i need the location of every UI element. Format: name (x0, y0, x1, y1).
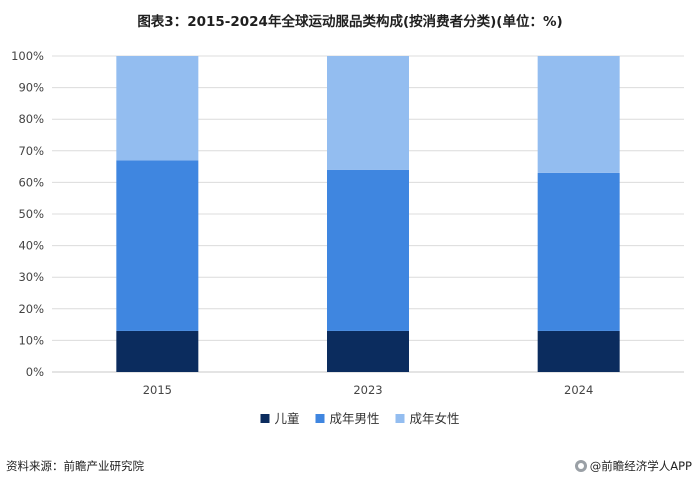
y-tick-label: 80% (18, 112, 44, 126)
x-tick-label: 2023 (353, 383, 382, 397)
y-tick-label: 40% (18, 239, 44, 253)
x-tick-label: 2024 (564, 383, 593, 397)
bar-segment (327, 56, 409, 170)
bar-segment (537, 56, 620, 173)
y-tick-label: 60% (18, 175, 44, 189)
legend-swatch (260, 414, 270, 423)
y-axis-ticks: 0% 10% 20% 30% 40% 50% 60% 70% 80% 90% 100% (11, 49, 44, 379)
y-tick-label: 90% (18, 81, 44, 95)
y-tick-label: 30% (18, 270, 44, 284)
legend-label: 成年男性 (330, 411, 380, 426)
bar-segment (537, 172, 620, 331)
y-tick-label: 20% (18, 302, 44, 316)
bar-segment (537, 330, 620, 372)
brand-logo-icon (574, 460, 587, 472)
bar-segment (116, 160, 199, 331)
bar-segment (116, 56, 199, 161)
y-tick-label: 100% (11, 49, 44, 63)
legend: 儿童 成年男性 成年女性 (260, 411, 460, 426)
y-tick-label: 0% (26, 365, 44, 379)
bar-segment (116, 330, 199, 372)
legend-swatch (315, 414, 325, 423)
bars (116, 56, 620, 372)
chart-title: 图表3：2015-2024年全球运动服品类构成(按消费者分类)(单位：%) (137, 14, 563, 30)
x-tick-label: 2015 (143, 383, 172, 397)
legend-label: 成年女性 (410, 411, 460, 426)
y-tick-label: 10% (18, 333, 44, 347)
brand-credit: @前瞻经济学人APP (574, 458, 692, 474)
bar-segment (327, 330, 409, 372)
bar-segment (327, 169, 409, 331)
y-tick-label: 50% (18, 207, 44, 221)
y-tick-label: 70% (18, 144, 44, 158)
brand-credit-text: @前瞻经济学人APP (589, 459, 692, 473)
x-axis-ticks: 2015 2023 2024 (143, 383, 594, 397)
legend-swatch (395, 414, 405, 423)
source-note: 资料来源：前瞻产业研究院 (6, 459, 144, 473)
legend-label: 儿童 (275, 411, 300, 426)
